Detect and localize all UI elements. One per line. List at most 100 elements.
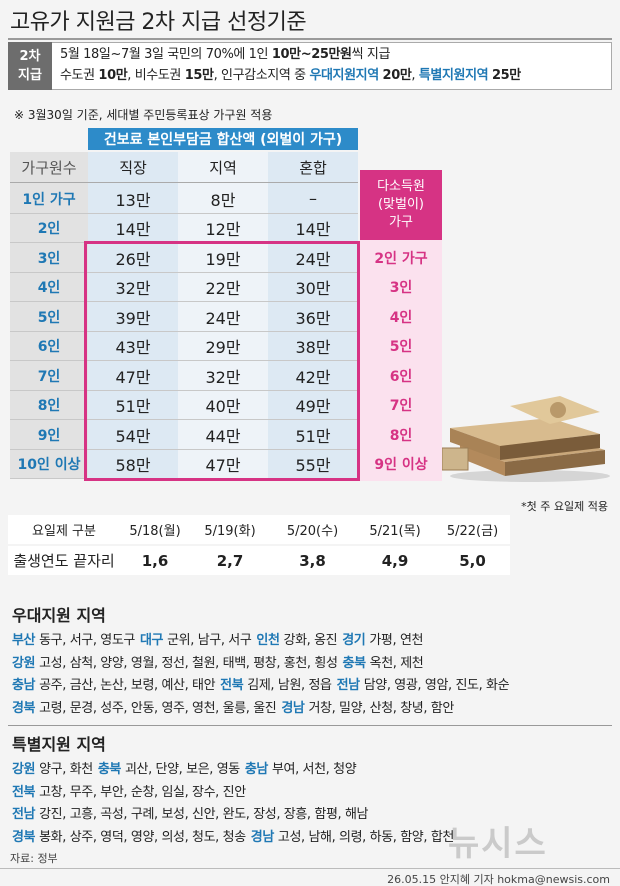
- table-cell: 22만: [205, 279, 241, 299]
- region-name: 경남: [281, 700, 305, 716]
- summary-segment: 5월 18일~7월 3일 국민의 70%에 1인: [60, 47, 272, 62]
- row-rule: [10, 419, 358, 420]
- footer-bar: [0, 868, 620, 886]
- region-line: 강원 고성, 삼척, 양양, 영월, 정선, 철원, 태백, 평창, 홍천, 횡성…: [12, 652, 424, 671]
- region-areas: 공주, 금산, 논산, 보령, 예산, 태안: [39, 678, 216, 693]
- table-cell: 29만: [205, 338, 241, 358]
- row-header: 9인: [37, 427, 61, 444]
- table-cell: 30만: [295, 279, 331, 299]
- schedule-header: 출생연도 끝자리: [13, 552, 115, 570]
- row-header: 8인: [37, 398, 61, 415]
- region-areas: 거창, 밀양, 산청, 창녕, 함안: [308, 700, 454, 716]
- column-background: [268, 152, 358, 479]
- summary-segment: 특별지원지역: [418, 68, 489, 83]
- row-header: 10인 이상: [17, 457, 81, 474]
- dual-cell: 9인 이상: [374, 457, 428, 474]
- note: ※ 3월30일 기준, 세대별 주민등록표상 가구원 적용: [14, 108, 273, 122]
- summary-text: 5월 18일~7월 3일 국민의 70%에 1인 10만~25만원씩 지급 수도권…: [60, 44, 521, 86]
- column-background: [88, 152, 178, 479]
- table-cell: 32만: [115, 279, 151, 299]
- dual-cell: 2인 가구: [374, 250, 428, 267]
- title-rule: [8, 38, 612, 40]
- region-name: 충남: [244, 762, 269, 777]
- summary-segment: 15만: [184, 68, 214, 83]
- region-areas: 고성, 삼척, 양양, 영월, 정선, 철원, 태백, 평창, 홍천, 횡성: [39, 655, 338, 671]
- region-name: 경남: [250, 829, 275, 845]
- region-areas: 부여, 서천, 청양: [271, 762, 357, 777]
- column-header: 혼합: [268, 152, 358, 183]
- table-cell: 49만: [295, 397, 331, 417]
- column-background: [178, 152, 268, 479]
- region-name: 부산: [12, 633, 36, 648]
- region-areas: 고성, 남해, 의령, 하동, 함양, 합천: [277, 829, 454, 845]
- table-cell: 47만: [205, 456, 241, 476]
- region-name: 경기: [342, 633, 366, 648]
- region-areas: 강진, 고흥, 곡성, 구례, 보성, 신안, 완도, 장성, 장흥, 함평, …: [39, 807, 369, 822]
- dual-header-line: (맞벌이): [377, 197, 425, 212]
- summary-segment: 25만: [491, 68, 521, 83]
- summary-line: 수도권 10만, 비수도권 15만, 인구감소지역 중 우대지원지역 20만, …: [60, 65, 521, 86]
- row-header: 7인: [37, 368, 61, 385]
- table-cell: –: [309, 189, 317, 209]
- region-name: 충북: [342, 655, 367, 671]
- table-cell: 58만: [115, 456, 151, 476]
- schedule-cell: 5/20(수): [286, 524, 339, 539]
- region-areas: 옥천, 제천: [369, 655, 424, 671]
- summary-segment: 수도권: [60, 68, 99, 83]
- summary-segment: 우대지원지역: [309, 68, 379, 83]
- table-cell: 24만: [295, 249, 331, 269]
- region-name: 경북: [12, 700, 36, 716]
- schedule-header: 요일제 구분: [32, 524, 96, 539]
- row-header: 1인 가구: [22, 191, 76, 208]
- row-rule: [10, 330, 358, 332]
- table-cell: 14만: [115, 220, 151, 240]
- dual-header-line: 가구: [389, 215, 413, 230]
- schedule-row: [8, 515, 510, 544]
- column-header: 가구원수: [10, 152, 88, 183]
- region-name: 전북: [12, 784, 36, 800]
- region-title: 우대지원 지역: [12, 606, 106, 625]
- summary-label-line: 2차: [19, 49, 41, 64]
- column-background: [10, 152, 88, 479]
- table-cell: 51만: [115, 397, 151, 417]
- table-cell: 42만: [295, 367, 331, 387]
- region-name: 강원: [12, 762, 36, 777]
- watermark: 뉴시스: [448, 824, 548, 864]
- dual-cell: 4인: [389, 309, 413, 326]
- table-cell: 38만: [295, 338, 331, 358]
- row-rule: [10, 360, 358, 361]
- summary-segment: ,: [411, 68, 419, 83]
- table-cell: 43만: [115, 338, 151, 358]
- table-cell: 36만: [295, 308, 331, 328]
- row-rule: [10, 389, 358, 391]
- region-line: 경북 고령, 문경, 성주, 안동, 영주, 영천, 울릉, 울진 경남 거창, 밀양…: [12, 697, 454, 716]
- summary-label-line: 지급: [18, 68, 42, 83]
- region-areas: 고창, 무주, 부안, 순창, 임실, 장수, 진안: [39, 784, 246, 800]
- row-header: 3인: [37, 250, 61, 267]
- region-areas: 김제, 남원, 정읍: [247, 678, 332, 693]
- region-areas: 가평, 연천: [369, 633, 424, 648]
- summary-segment: , 비수도권: [127, 68, 185, 83]
- title: 고유가 지원금 2차 지급 선정기준: [10, 10, 307, 35]
- region-line: 부산 동구, 서구, 영도구 대구 군위, 남구, 서구 인천 강화, 옹진 경기 가평, 연…: [12, 629, 423, 648]
- region-areas: 강화, 옹진: [283, 633, 338, 648]
- row-header: 5인: [37, 309, 61, 326]
- summary-segment: 씩 지급: [351, 47, 391, 62]
- schedule-row: [8, 546, 510, 575]
- region-name: 대구: [139, 633, 164, 648]
- table-cell: 12만: [205, 220, 241, 240]
- row-rule: [10, 212, 358, 214]
- row-header: 2인: [37, 221, 61, 238]
- summary-segment: , 인구감소지역 중: [213, 68, 310, 83]
- region-name: 전남: [12, 807, 36, 822]
- schedule-cell: 2,7: [216, 551, 244, 570]
- row-header: 4인: [37, 280, 61, 297]
- region-areas: 고령, 문경, 성주, 안동, 영주, 영천, 울릉, 울진: [39, 700, 277, 716]
- table-cell: 47만: [115, 367, 151, 387]
- schedule-note: *첫 주 요일제 적용: [521, 500, 608, 513]
- dual-cell: 6인: [389, 368, 413, 385]
- region-areas: 군위, 남구, 서구: [167, 633, 252, 648]
- dual-cell: 5인: [389, 339, 413, 356]
- region-areas: 괴산, 단양, 보은, 영동: [124, 762, 240, 777]
- credit: 26.05.15 안지혜 기자 hokma@newsis.com: [387, 873, 610, 886]
